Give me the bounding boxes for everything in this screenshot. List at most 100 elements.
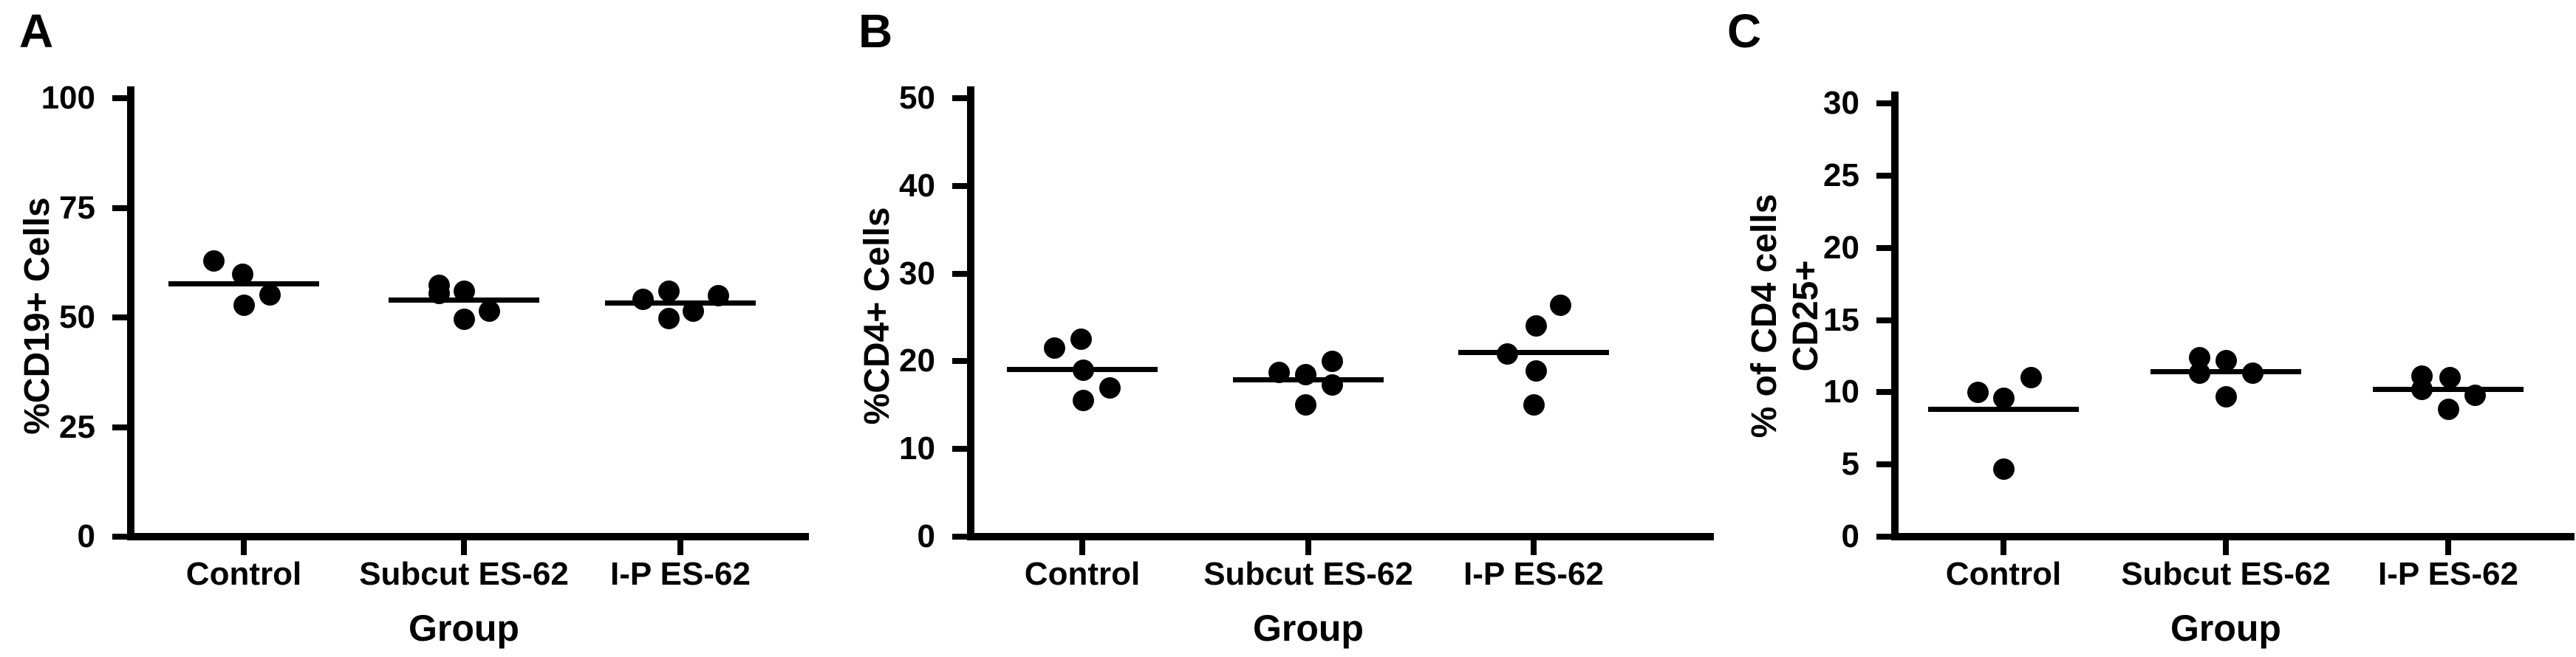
group-label: I-P ES-62 <box>610 556 751 592</box>
data-point <box>2464 384 2486 406</box>
group-label: Control <box>1945 556 2062 592</box>
y-tick <box>1876 244 1891 251</box>
y-tick-label: 10 <box>899 430 935 467</box>
data-point <box>2020 367 2042 389</box>
y-tick <box>1876 389 1891 396</box>
x-axis <box>1891 533 2575 540</box>
x-axis <box>127 533 809 540</box>
group-label: Subcut ES-62 <box>2121 556 2331 592</box>
data-point <box>1294 363 1316 385</box>
data-point <box>1294 394 1316 416</box>
data-point <box>682 300 704 323</box>
x-axis-title: Group <box>409 608 519 649</box>
mean-line <box>2373 386 2524 392</box>
y-tick-label: 75 <box>59 189 95 226</box>
y-tick-label: 15 <box>1823 301 1859 338</box>
data-point <box>1525 360 1547 382</box>
y-tick <box>1876 100 1891 106</box>
data-point <box>1321 374 1343 396</box>
y-axis <box>1891 92 1899 540</box>
data-point <box>1321 350 1343 372</box>
data-point <box>233 295 255 317</box>
data-point <box>2411 378 2433 400</box>
group-tick <box>241 540 247 555</box>
mean-line <box>2150 369 2301 375</box>
panel-b-letter: B <box>858 4 893 58</box>
group-label: Subcut ES-62 <box>1203 556 1413 592</box>
y-tick <box>952 358 967 365</box>
data-point <box>2241 362 2264 385</box>
data-point <box>1525 315 1547 337</box>
y-tick-label: 0 <box>77 518 95 554</box>
data-point <box>1992 458 2015 480</box>
x-axis-title: Group <box>1253 608 1364 649</box>
data-point <box>1967 381 1989 403</box>
panel-a-letter: A <box>19 4 54 58</box>
y-tick-label: 20 <box>899 343 935 379</box>
y-tick-label: 30 <box>1823 85 1859 121</box>
y-tick <box>112 424 127 430</box>
y-axis <box>967 86 974 540</box>
x-axis-title: Group <box>2170 608 2281 649</box>
data-point <box>453 308 475 330</box>
y-tick-label: 25 <box>59 408 95 445</box>
data-point <box>1072 359 1094 381</box>
data-point <box>2215 349 2237 371</box>
group-tick <box>1305 540 1311 555</box>
data-point <box>453 280 475 302</box>
group-label: Control <box>185 556 302 592</box>
data-point <box>1072 390 1094 412</box>
data-point <box>632 289 654 311</box>
data-point <box>231 264 253 286</box>
y-tick-label: 40 <box>899 167 935 204</box>
y-tick <box>1876 461 1891 468</box>
mean-line <box>1458 350 1609 356</box>
y-tick-label: 0 <box>1841 518 1859 554</box>
y-tick-label: 100 <box>41 80 95 116</box>
y-tick-label: 10 <box>1823 374 1859 410</box>
data-point <box>1549 294 1571 316</box>
data-point <box>1992 387 2015 409</box>
y-tick <box>952 182 967 189</box>
y-tick <box>952 270 967 277</box>
y-tick <box>112 534 127 540</box>
y-tick <box>1876 317 1891 323</box>
group-label: Subcut ES-62 <box>359 556 569 592</box>
y-tick-label: 0 <box>917 518 935 554</box>
group-label: I-P ES-62 <box>2378 556 2518 592</box>
data-point <box>2439 367 2461 389</box>
y-tick-label: 30 <box>899 255 935 292</box>
data-point <box>259 283 281 306</box>
group-label: Control <box>1024 556 1141 592</box>
group-tick <box>1531 540 1537 555</box>
data-point <box>2437 399 2459 421</box>
data-point <box>1523 394 1545 416</box>
mean-line <box>1928 407 2079 413</box>
group-tick <box>2445 540 2451 555</box>
x-axis <box>967 533 1714 540</box>
data-point <box>657 308 680 330</box>
y-tick-label: 20 <box>1823 229 1859 266</box>
y-tick <box>1876 172 1891 179</box>
data-point <box>478 300 500 323</box>
y-tick <box>112 204 127 211</box>
data-point <box>1268 362 1290 384</box>
y-tick <box>1876 534 1891 540</box>
mean-line <box>605 300 756 306</box>
y-tick <box>112 314 127 320</box>
y-tick-label: 5 <box>1841 446 1859 483</box>
group-tick <box>1079 540 1085 555</box>
y-tick <box>952 446 967 453</box>
y-tick-label: 50 <box>59 299 95 335</box>
y-tick-label: 50 <box>899 80 935 116</box>
data-point <box>428 282 450 304</box>
data-point <box>202 250 225 272</box>
group-tick <box>677 540 683 555</box>
panel-c-letter: C <box>1727 4 1762 58</box>
data-point <box>1099 376 1121 399</box>
y-tick-label: 25 <box>1823 156 1859 193</box>
group-tick <box>461 540 467 555</box>
